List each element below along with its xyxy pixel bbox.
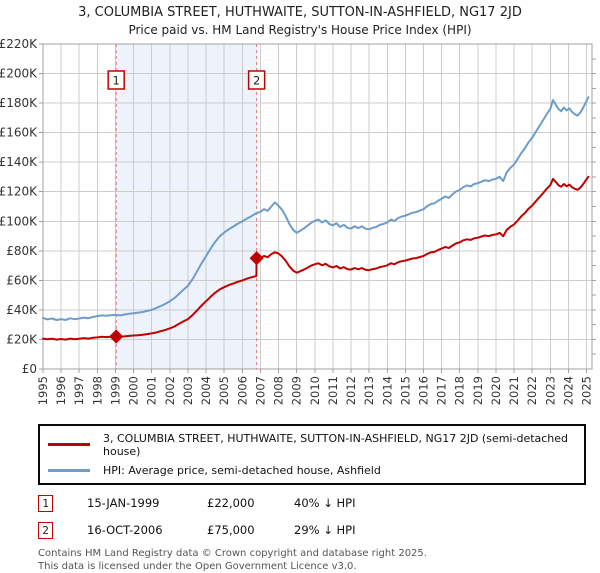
- svg-text:£160K: £160K: [0, 125, 38, 139]
- svg-text:1: 1: [113, 73, 120, 87]
- svg-text:1998: 1998: [90, 376, 104, 405]
- price-chart: 1 2 £0 £20K £40K £60K £80K £100K £120K £140K £160K…: [0, 37, 600, 423]
- transaction-date: 15-JAN-1999: [87, 496, 160, 511]
- svg-text:2009: 2009: [290, 376, 304, 405]
- svg-text:1997: 1997: [72, 376, 86, 405]
- svg-text:£220K: £220K: [0, 39, 38, 51]
- sale-marker-diamond: [109, 329, 124, 344]
- svg-text:2003: 2003: [181, 376, 195, 405]
- transaction-row: 1 15-JAN-1999 £22,000 40% ↓ HPI: [38, 494, 600, 512]
- svg-text:£140K: £140K: [0, 155, 38, 169]
- svg-text:£200K: £200K: [0, 66, 38, 80]
- svg-text:£80K: £80K: [6, 244, 38, 258]
- svg-text:£0: £0: [22, 362, 37, 376]
- svg-text:£100K: £100K: [0, 214, 38, 228]
- svg-text:2017: 2017: [435, 376, 449, 405]
- svg-text:£20K: £20K: [6, 332, 38, 346]
- transaction-price: £22,000: [207, 496, 255, 511]
- property-series-line: [42, 175, 590, 341]
- svg-text:2013: 2013: [362, 376, 376, 405]
- transaction-row: 2 16-OCT-2006 £75,000 29% ↓ HPI: [38, 521, 600, 539]
- hpi-line-swatch: [48, 468, 90, 472]
- svg-text:1995: 1995: [36, 376, 50, 405]
- legend-item-property: 3, COLUMBIA STREET, HUTHWAITE, SUTTON-IN…: [48, 429, 576, 461]
- annotation-flag: [107, 70, 125, 90]
- svg-text:2018: 2018: [453, 376, 467, 405]
- transaction-hpi-delta: 29% ↓ HPI: [294, 523, 356, 538]
- legend-label: 3, COLUMBIA STREET, HUTHWAITE, SUTTON-IN…: [103, 431, 569, 458]
- svg-text:2005: 2005: [217, 376, 231, 405]
- svg-text:2014: 2014: [380, 376, 394, 405]
- page-subtitle: Price paid vs. HM Land Registry's House …: [128, 23, 472, 38]
- svg-text:2010: 2010: [308, 376, 322, 405]
- svg-text:2008: 2008: [272, 376, 286, 405]
- transaction-price: £75,000: [207, 523, 255, 538]
- svg-text:2012: 2012: [344, 376, 358, 405]
- svg-text:2004: 2004: [199, 376, 213, 405]
- svg-text:2021: 2021: [507, 376, 521, 405]
- sale-marker-diamond: [249, 250, 264, 266]
- legend-item-hpi: HPI: Average price, semi-detached house,…: [48, 461, 576, 480]
- svg-text:2023: 2023: [543, 376, 557, 405]
- svg-text:2006: 2006: [235, 376, 249, 405]
- svg-text:2000: 2000: [127, 376, 141, 405]
- legend-label: HPI: Average price, semi-detached house,…: [103, 463, 381, 477]
- chart-header: 3, COLUMBIA STREET, HUTHWAITE, SUTTON-IN…: [0, 0, 600, 39]
- price-chart-svg: 1 2 £0 £20K £40K £60K £80K £100K £120K £140K £160K…: [0, 37, 596, 405]
- svg-text:2011: 2011: [326, 376, 340, 405]
- page-title: 3, COLUMBIA STREET, HUTHWAITE, SUTTON-IN…: [78, 5, 522, 20]
- svg-text:2015: 2015: [398, 376, 412, 405]
- footer-line2: This data is licensed under the Open Gov…: [38, 560, 357, 572]
- svg-text:2007: 2007: [253, 376, 267, 405]
- footer-line1: Contains HM Land Registry data © Crown c…: [38, 547, 427, 559]
- svg-text:£40K: £40K: [6, 303, 38, 317]
- svg-text:£60K: £60K: [6, 273, 38, 287]
- transaction-number-badge: 2: [38, 521, 53, 539]
- svg-text:£180K: £180K: [0, 96, 38, 110]
- svg-text:2: 2: [253, 73, 260, 87]
- transaction-date: 16-OCT-2006: [87, 523, 163, 538]
- svg-text:2025: 2025: [580, 376, 594, 405]
- svg-text:2020: 2020: [489, 376, 503, 405]
- svg-text:2002: 2002: [163, 376, 177, 405]
- chart-legend: 3, COLUMBIA STREET, HUTHWAITE, SUTTON-IN…: [38, 423, 586, 485]
- svg-text:2016: 2016: [416, 376, 430, 405]
- svg-text:2019: 2019: [471, 376, 485, 405]
- svg-text:1999: 1999: [108, 376, 122, 405]
- svg-text:£120K: £120K: [0, 185, 38, 199]
- transaction-number-badge: 1: [38, 494, 53, 512]
- svg-text:2022: 2022: [525, 376, 539, 405]
- svg-text:1996: 1996: [54, 376, 68, 405]
- hpi-series-line: [42, 96, 590, 321]
- svg-text:2024: 2024: [561, 376, 575, 405]
- svg-text:2001: 2001: [145, 376, 159, 405]
- property-line-swatch: [48, 443, 90, 447]
- annotation-flag: [247, 70, 266, 90]
- between-sales-shade: [116, 43, 257, 369]
- transaction-hpi-delta: 40% ↓ HPI: [294, 496, 356, 511]
